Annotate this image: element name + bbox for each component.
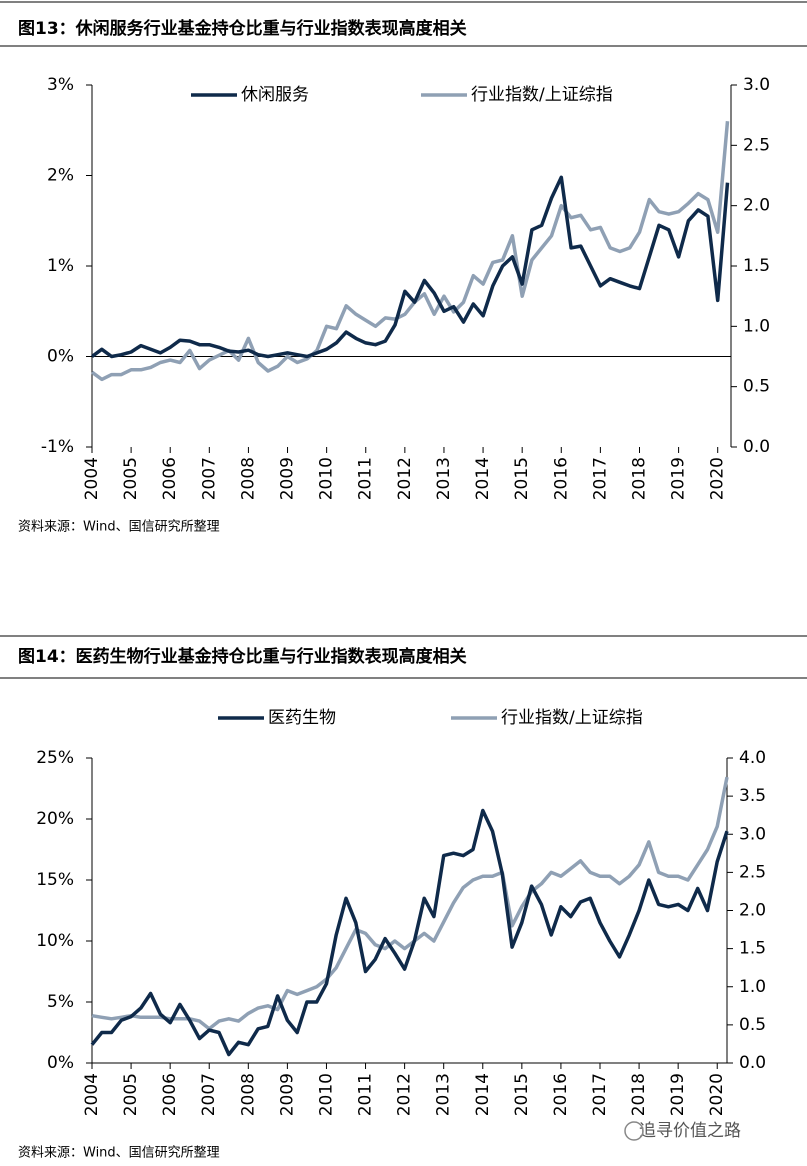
- y-tick-label: 5%: [47, 992, 74, 1012]
- y2-tick-label: 3.0: [743, 75, 770, 95]
- y2-tick-label: 3.0: [739, 824, 766, 844]
- legend-label: 休闲服务: [241, 85, 309, 105]
- x-tick-label: 2006: [160, 1073, 180, 1116]
- x-tick-label: 2012: [395, 1073, 415, 1116]
- x-tick-label: 2007: [199, 457, 219, 500]
- x-tick-label: 2016: [551, 1073, 571, 1116]
- y2-tick-label: 4.0: [739, 748, 766, 768]
- chart-title: 图14：医药生物行业基金持仓比重与行业指数表现高度相关: [18, 646, 467, 667]
- x-tick-label: 2005: [121, 1073, 141, 1116]
- legend-label: 行业指数/上证综指: [471, 85, 613, 105]
- x-tick-label: 2006: [160, 457, 180, 500]
- y2-tick-label: 1.5: [743, 256, 770, 276]
- y2-tick-label: 0.5: [743, 377, 770, 397]
- y-tick-label: 2%: [47, 166, 74, 186]
- legend-label: 行业指数/上证综指: [501, 708, 643, 728]
- x-tick-label: 2018: [629, 1073, 649, 1116]
- x-tick-label: 2014: [473, 1073, 493, 1116]
- x-tick-label: 2019: [668, 1073, 688, 1116]
- y2-tick-label: 1.5: [739, 939, 766, 959]
- x-tick-label: 2017: [590, 1073, 610, 1116]
- y-tick-label: 0%: [47, 1053, 74, 1073]
- x-tick-label: 2014: [473, 457, 493, 500]
- series-line: [90, 121, 730, 382]
- y-tick-label: 20%: [36, 809, 74, 829]
- series-line: [91, 776, 729, 1031]
- y-tick-label: 1%: [47, 256, 74, 276]
- y-tick-label: -1%: [41, 437, 74, 457]
- x-tick-label: 2015: [512, 457, 532, 500]
- x-tick-label: 2017: [590, 457, 610, 500]
- y2-tick-label: 2.0: [743, 196, 770, 216]
- x-tick-label: 2004: [82, 457, 102, 500]
- y2-tick-label: 2.5: [739, 862, 766, 882]
- series-line: [90, 175, 730, 359]
- x-tick-label: 2020: [708, 457, 728, 500]
- x-tick-label: 2009: [278, 457, 298, 500]
- series-line: [90, 808, 729, 1057]
- source-note: 资料来源：Wind、国信研究所整理: [18, 520, 220, 535]
- x-tick-label: 2011: [356, 457, 376, 500]
- x-tick-label: 2005: [121, 457, 141, 500]
- x-tick-label: 2013: [434, 1073, 454, 1116]
- source-note: 资料来源：Wind、国信研究所整理: [18, 1146, 220, 1161]
- y2-tick-label: 1.0: [743, 316, 770, 336]
- y2-tick-label: 0.0: [739, 1053, 766, 1073]
- y2-tick-label: 2.5: [743, 135, 770, 155]
- y-tick-label: 10%: [36, 931, 74, 951]
- x-tick-label: 2010: [317, 457, 337, 500]
- x-tick-label: 2012: [395, 457, 415, 500]
- x-tick-label: 2020: [707, 1073, 727, 1116]
- x-tick-label: 2004: [82, 1073, 102, 1116]
- x-tick-label: 2008: [238, 457, 258, 500]
- y2-tick-label: 0.0: [743, 437, 770, 457]
- y2-tick-label: 2.0: [739, 901, 766, 921]
- chart-title: 图13：休闲服务行业基金持仓比重与行业指数表现高度相关: [18, 18, 467, 39]
- x-tick-label: 2018: [629, 457, 649, 500]
- watermark: 追寻价值之路: [639, 1121, 741, 1141]
- y2-tick-label: 3.5: [739, 786, 766, 806]
- x-tick-label: 2016: [551, 457, 571, 500]
- x-tick-label: 2019: [669, 457, 689, 500]
- x-tick-label: 2007: [199, 1073, 219, 1116]
- x-tick-label: 2008: [238, 1073, 258, 1116]
- y2-tick-label: 1.0: [739, 977, 766, 997]
- legend-label: 医药生物: [268, 708, 336, 728]
- x-tick-label: 2010: [316, 1073, 336, 1116]
- watermark-icon: [624, 1121, 644, 1141]
- x-tick-label: 2009: [277, 1073, 297, 1116]
- y-tick-label: 3%: [47, 75, 74, 95]
- x-tick-label: 2013: [434, 457, 454, 500]
- y-tick-label: 25%: [36, 748, 74, 768]
- x-tick-label: 2011: [356, 1073, 376, 1116]
- y2-tick-label: 0.5: [739, 1015, 766, 1035]
- y-tick-label: 15%: [36, 870, 74, 890]
- x-tick-label: 2015: [512, 1073, 532, 1116]
- y-tick-label: 0%: [47, 347, 74, 367]
